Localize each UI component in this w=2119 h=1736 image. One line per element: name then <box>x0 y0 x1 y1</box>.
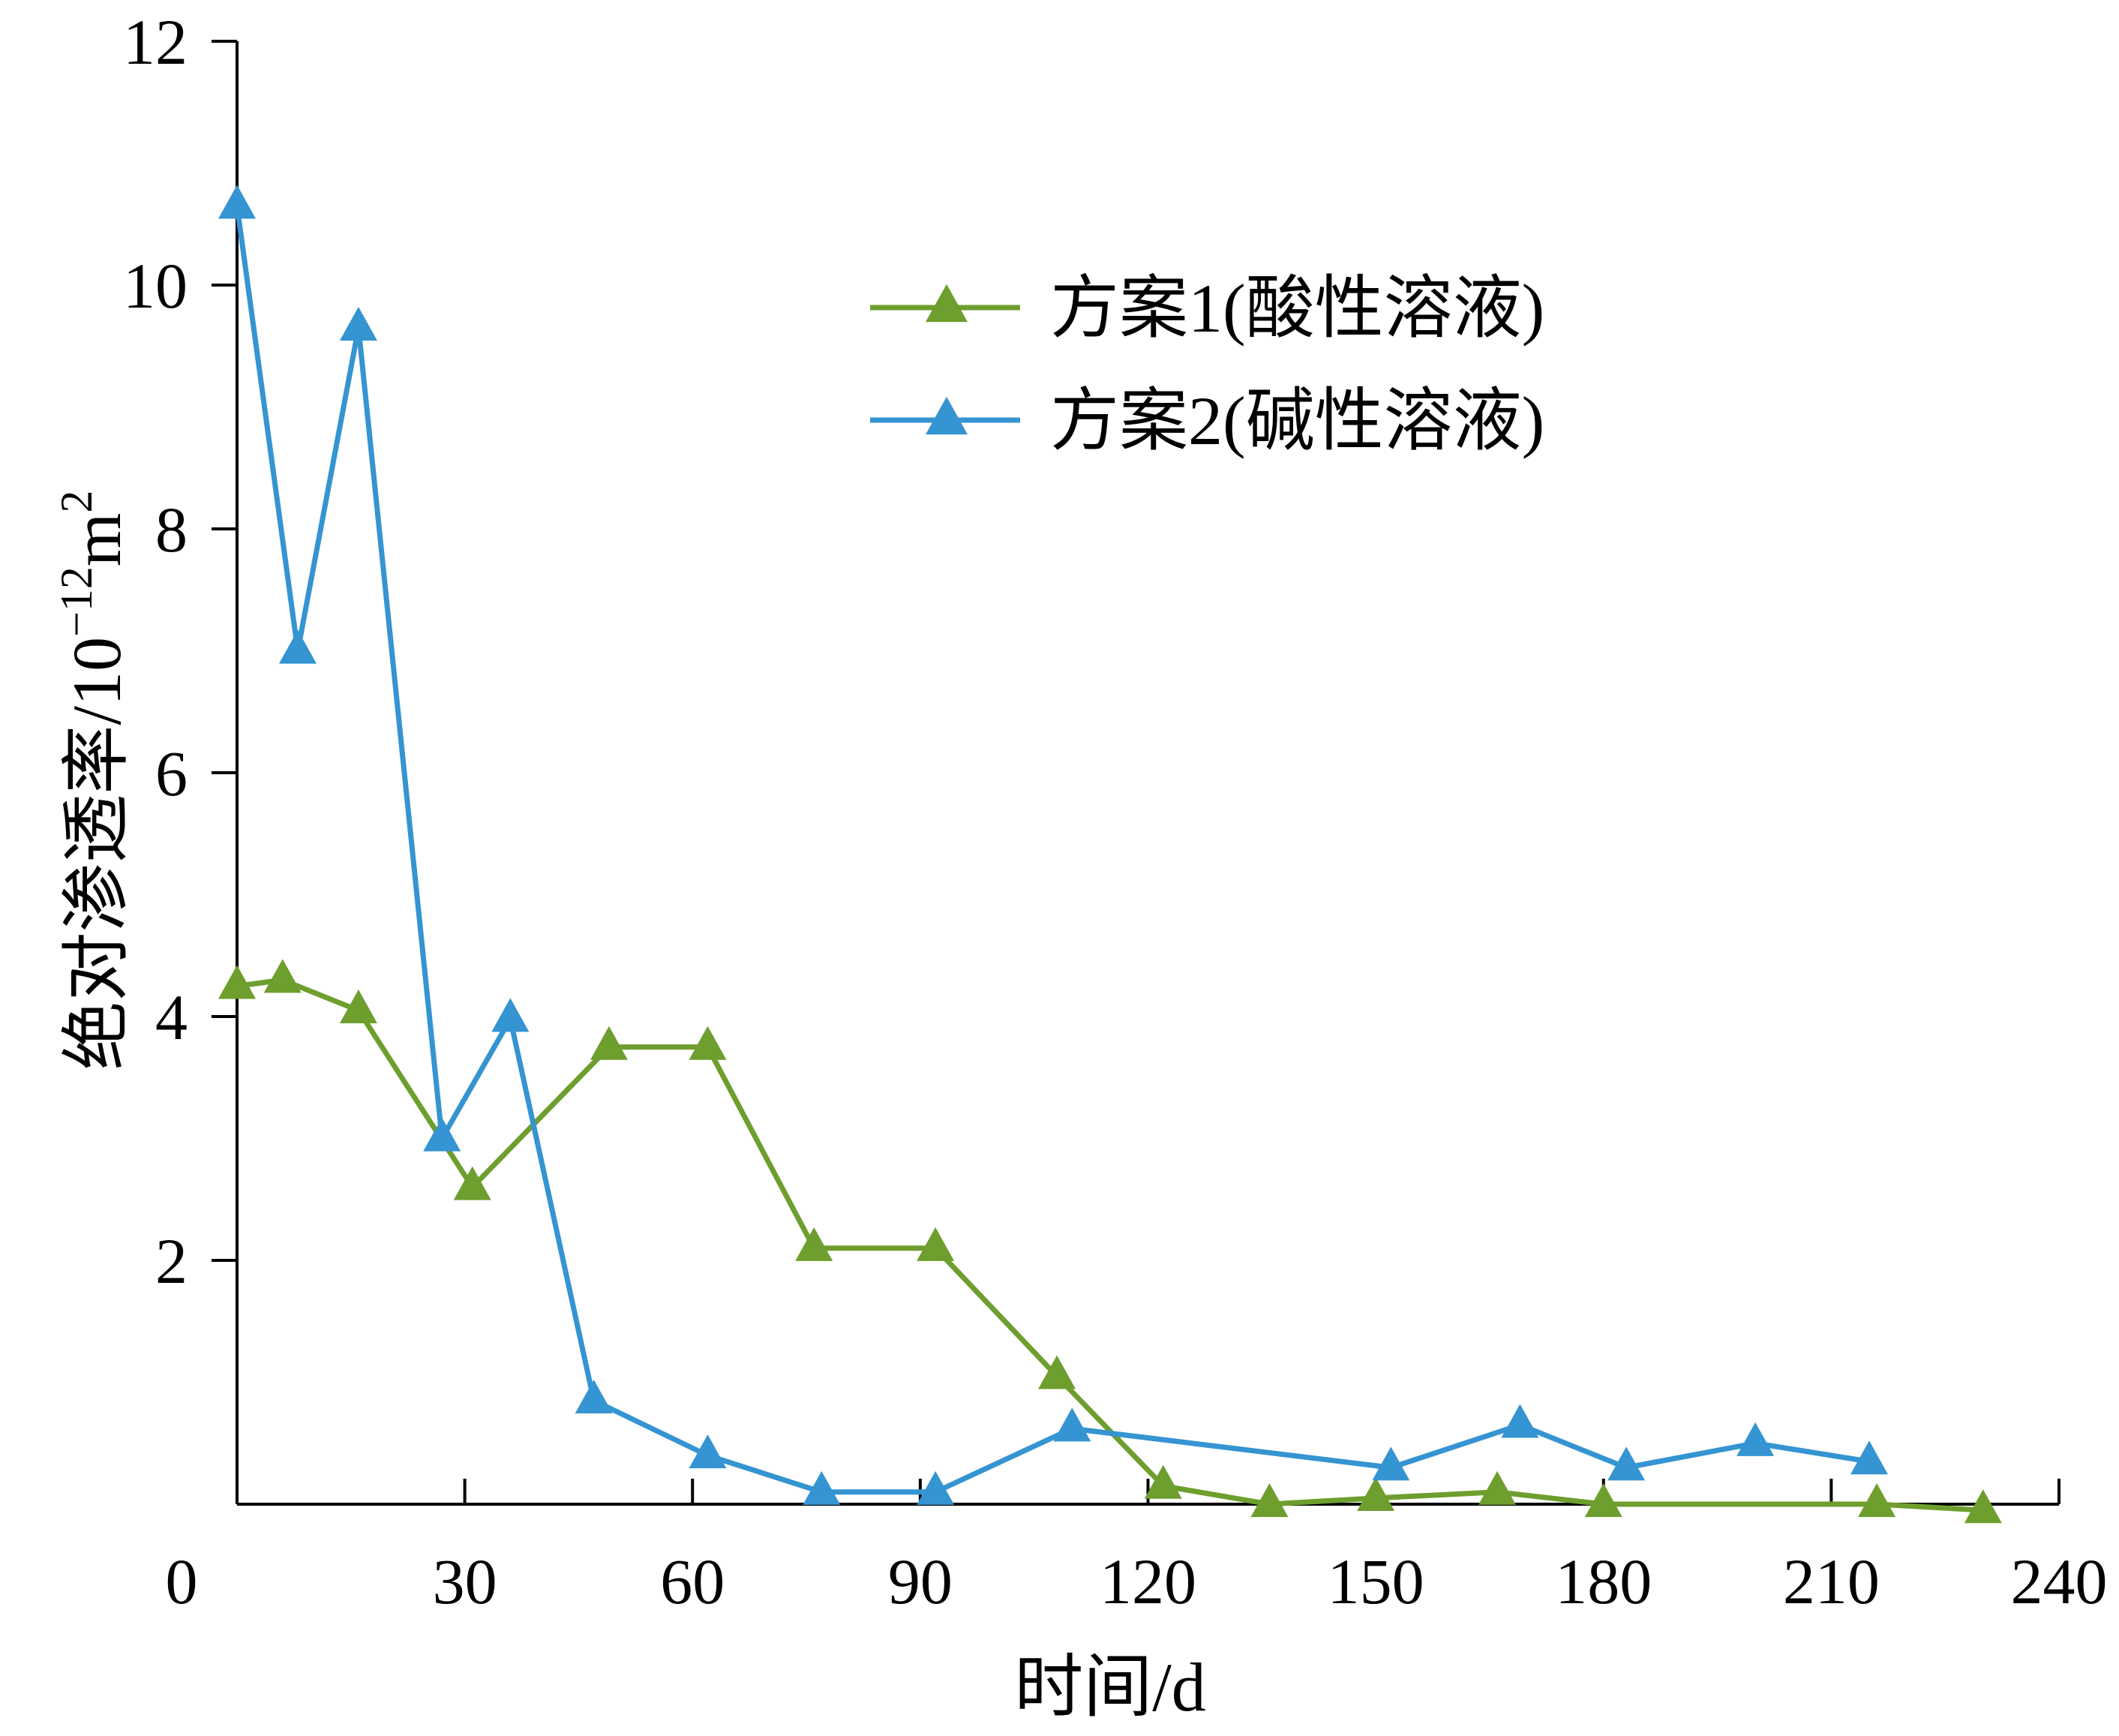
x-tick-label: 150 <box>1328 1545 1424 1617</box>
x-tick-label: 210 <box>1783 1545 1880 1617</box>
legend-label: 方案2(碱性溶液) <box>1050 383 1544 459</box>
y-tick-label: 8 <box>155 494 188 566</box>
data-point <box>795 1227 833 1261</box>
data-point <box>1372 1446 1410 1481</box>
x-tick-label: 0 <box>166 1545 198 1617</box>
y-tick-label: 6 <box>155 737 188 809</box>
x-axis-title: 时间/d <box>1014 1649 1206 1725</box>
legend-item-1: 方案1(酸性溶液) <box>870 270 1544 347</box>
y-axis-title-unit: m <box>59 513 135 567</box>
y-tick-label: 12 <box>123 6 188 78</box>
data-point <box>423 1117 461 1152</box>
x-tick-label: 240 <box>2011 1545 2108 1617</box>
legend-label: 方案1(酸性溶液) <box>1050 270 1544 347</box>
data-point <box>689 1434 727 1469</box>
data-point <box>1736 1422 1775 1456</box>
data-point <box>339 306 377 341</box>
data-point <box>263 959 302 993</box>
data-point <box>491 998 530 1032</box>
series-layer <box>218 185 2002 1524</box>
legend-marker <box>926 396 968 435</box>
data-point <box>1038 1355 1076 1389</box>
axes: 0 30 60 90 120 150 180 210 240 2 4 6 8 10 12 <box>123 6 2108 1617</box>
y-axis-title: 绝对渗透率/10−12m2 <box>52 491 135 1071</box>
data-point <box>1250 1483 1289 1518</box>
y-axis-title-superscript: 2 <box>52 491 101 513</box>
y-axis-title-superscript: −12 <box>52 566 101 637</box>
data-point <box>1144 1464 1182 1499</box>
x-tick-label: 120 <box>1100 1545 1196 1617</box>
data-point <box>1053 1407 1091 1442</box>
data-point <box>575 1379 613 1413</box>
x-tick-label: 180 <box>1555 1545 1652 1617</box>
data-point <box>1858 1483 1896 1518</box>
series-line <box>236 977 1983 1513</box>
y-tick-label: 10 <box>123 250 188 322</box>
series-1 <box>218 959 2002 1524</box>
legend-marker <box>926 284 968 323</box>
data-point <box>1607 1446 1646 1481</box>
x-tick-label: 60 <box>660 1545 725 1617</box>
data-point <box>917 1470 955 1505</box>
x-tick-label: 90 <box>888 1545 953 1617</box>
data-point <box>803 1470 841 1505</box>
data-point <box>1478 1470 1517 1505</box>
data-point <box>339 989 377 1023</box>
data-point <box>453 1166 491 1200</box>
legend: 方案1(酸性溶液) 方案2(碱性溶液) <box>870 270 1544 459</box>
y-tick-label: 2 <box>155 1225 188 1297</box>
data-point <box>278 629 317 664</box>
data-point <box>590 1026 628 1060</box>
data-point <box>218 185 256 219</box>
x-tick-label: 30 <box>433 1545 497 1617</box>
data-point <box>1584 1483 1622 1518</box>
y-tick-label: 4 <box>155 981 188 1053</box>
data-point <box>1850 1440 1888 1475</box>
data-point <box>1357 1476 1395 1511</box>
series-2 <box>218 185 1888 1505</box>
data-point <box>917 1227 955 1261</box>
y-axis-title-text: 绝对渗透率/10 <box>59 637 135 1071</box>
data-point <box>1964 1489 2002 1524</box>
data-point <box>1501 1404 1539 1438</box>
data-point <box>689 1026 727 1060</box>
data-point <box>218 965 256 999</box>
legend-item-2: 方案2(碱性溶液) <box>870 383 1544 459</box>
